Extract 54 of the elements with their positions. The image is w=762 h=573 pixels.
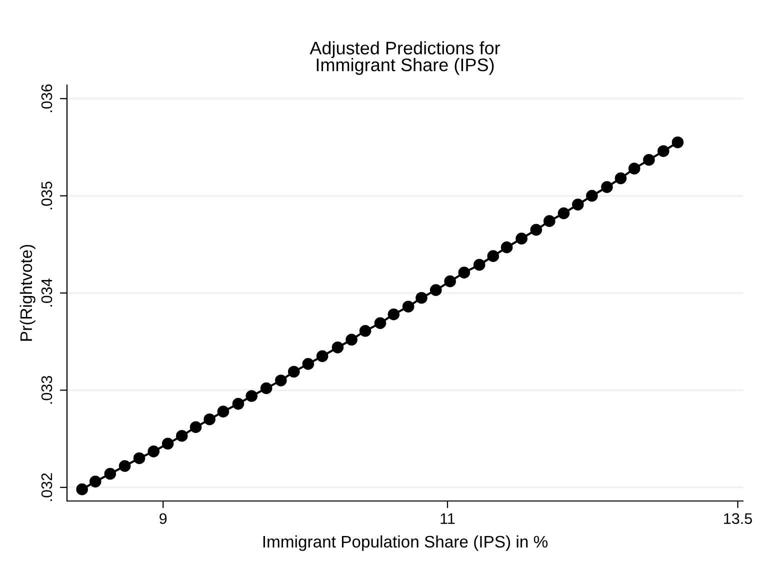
point [402,300,414,313]
point [544,215,556,227]
point [204,413,216,426]
y-axis-title: Pr(Rightvote) [20,244,36,341]
point [430,284,442,296]
point [332,342,344,354]
point [148,446,160,458]
point [572,198,584,210]
point [89,476,102,488]
point [586,190,598,202]
x-tick-label: 9 [160,513,167,524]
y-tick-label: .034 [41,278,52,306]
point [530,224,542,236]
point [672,136,684,148]
point [444,275,456,288]
point [190,421,202,434]
point [487,250,500,262]
point [217,406,230,418]
chart-title: Adjusted Predictions for Immigrant Share (IPS) [310,41,500,75]
point [274,374,287,386]
point [628,162,640,174]
point [359,325,372,337]
point [118,460,131,472]
point [558,207,570,220]
point [260,382,272,394]
point [232,398,244,410]
y-tick-label: .032 [41,473,52,501]
point [374,317,386,330]
y-tick-label: .036 [41,84,52,112]
point [643,154,655,166]
point [458,266,470,278]
point [416,292,428,304]
point [516,232,528,244]
point [162,438,174,450]
point [316,350,328,362]
point [104,468,116,480]
x-tick-label: 11 [440,513,455,524]
point [76,483,88,496]
point [133,452,146,464]
point [246,390,258,402]
x-tick-label: 13.5 [724,513,752,524]
point [346,334,358,346]
x-axis-title: Immigrant Population Share (IPS) in % [263,535,548,551]
y-tick-label: .033 [41,376,52,404]
point [658,145,670,157]
point [500,241,513,254]
point [473,258,486,271]
point [601,181,613,193]
point [288,366,300,378]
y-tick-label: .035 [41,182,52,210]
point [388,308,400,320]
point [176,430,188,442]
point [302,358,314,370]
point [614,172,627,184]
